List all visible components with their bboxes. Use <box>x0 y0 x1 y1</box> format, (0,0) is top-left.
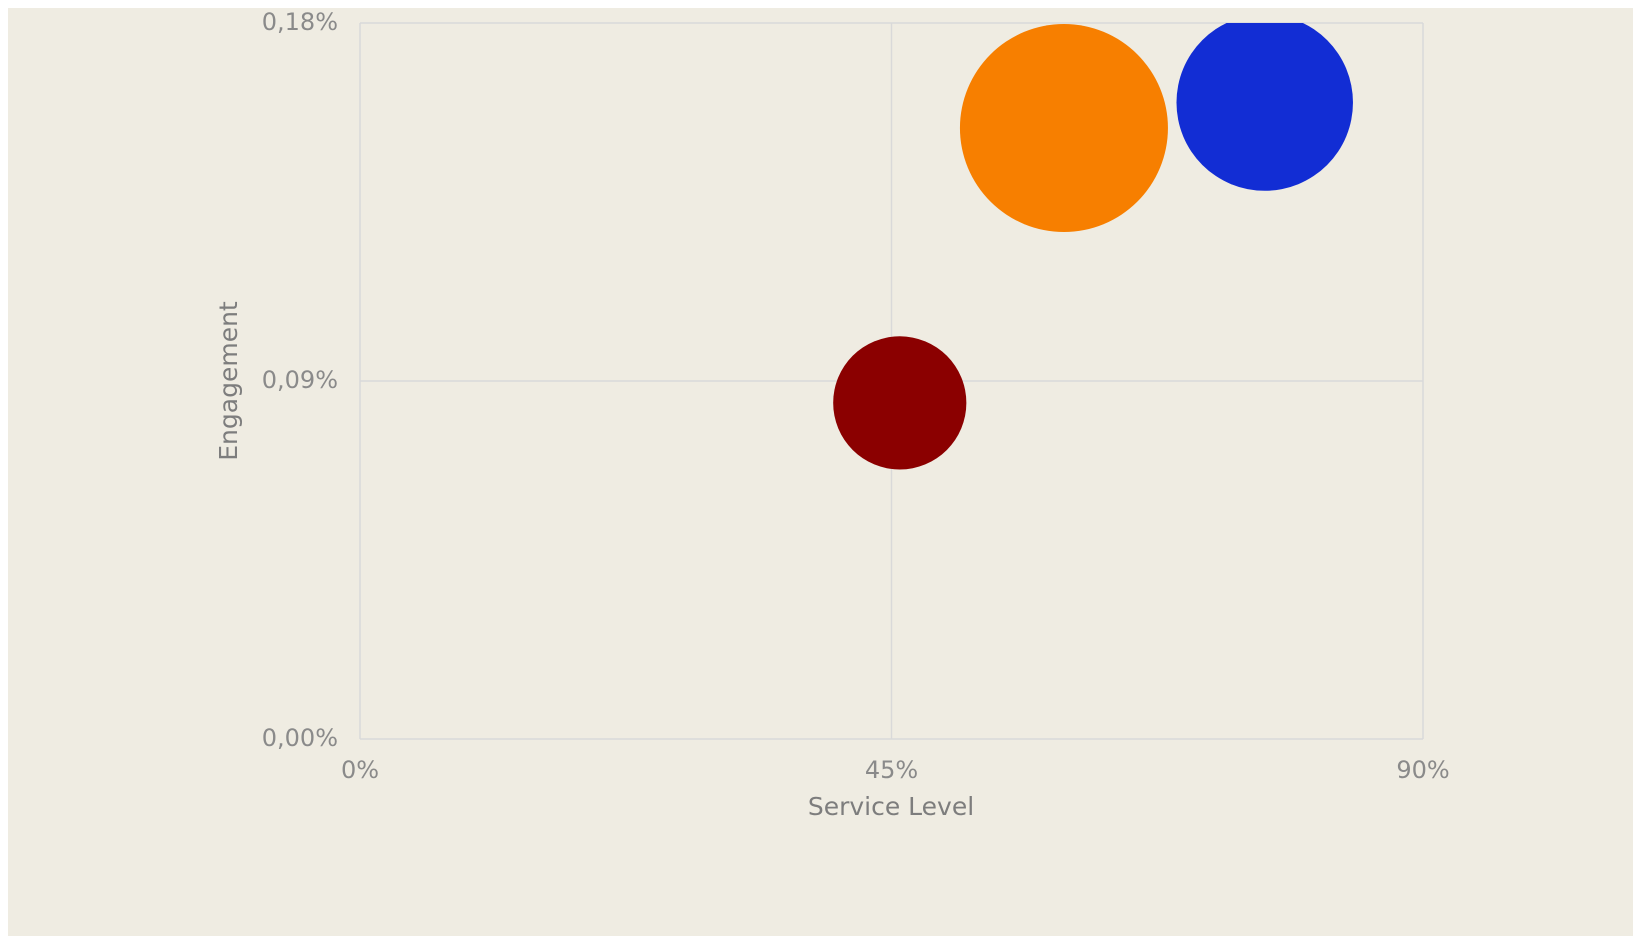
chart-background <box>8 8 1633 936</box>
y-tick-label: 0,09% <box>262 366 338 394</box>
x-axis-title: Service Level <box>808 792 974 821</box>
x-tick-label: 90% <box>1396 756 1449 784</box>
y-axis-title: Engagement <box>214 301 243 461</box>
y-tick-label: 0,00% <box>262 724 338 752</box>
y-tick-label: 0,18% <box>262 8 338 36</box>
x-tick-label: 45% <box>865 756 918 784</box>
bubbles <box>833 23 1353 470</box>
x-tick-label: 0% <box>341 756 379 784</box>
bubble <box>1176 23 1353 191</box>
bubble <box>959 24 1168 233</box>
bubble <box>833 336 967 470</box>
